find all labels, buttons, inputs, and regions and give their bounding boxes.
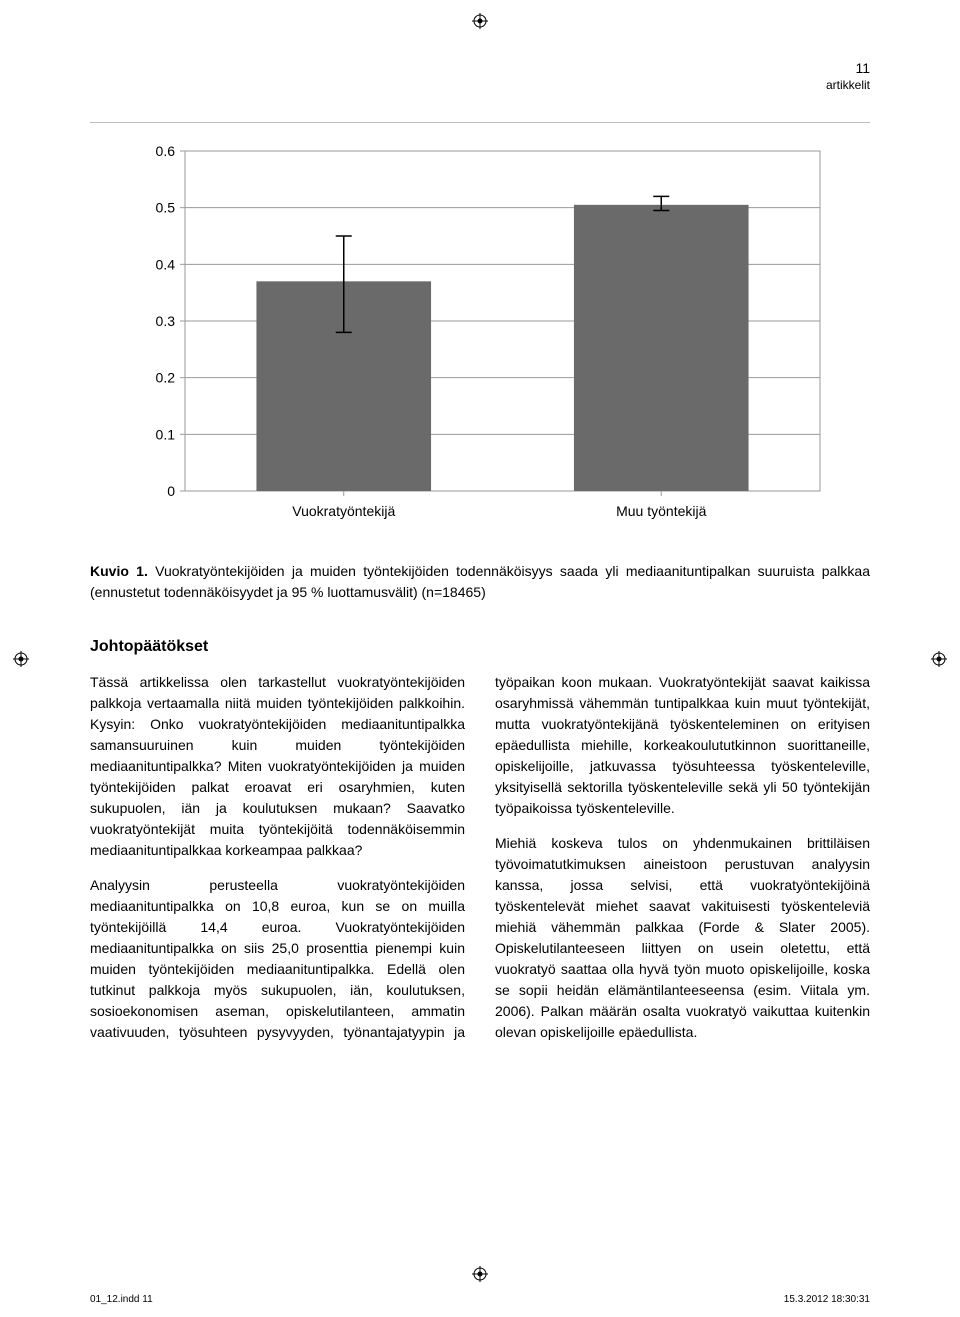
paragraph: Tässä artikkelissa olen tarkastellut vuo… <box>90 672 465 861</box>
chart-svg: 0 0.1 0.2 0.3 0.4 0.5 0.6 Vuokratyöntekijä Muu t… <box>130 141 830 531</box>
caption-text: Vuokratyöntekijöiden ja muiden työntekij… <box>90 563 870 600</box>
caption-label: Kuvio 1. <box>90 563 148 579</box>
svg-text:0.2: 0.2 <box>156 370 176 386</box>
svg-text:0: 0 <box>167 483 175 499</box>
body-columns: Tässä artikkelissa olen tarkastellut vuo… <box>90 672 870 1050</box>
page-number: 11 <box>90 60 870 76</box>
svg-text:Vuokratyöntekijä: Vuokratyöntekijä <box>292 503 395 519</box>
paragraph: Miehiä koskeva tulos on yhdenmukainen br… <box>495 833 870 1043</box>
section-heading: Johtopäätökset <box>90 638 870 656</box>
footer-right: 15.3.2012 18:30:31 <box>784 1294 870 1305</box>
crop-mark-icon <box>13 651 29 667</box>
bar-chart: 0 0.1 0.2 0.3 0.4 0.5 0.6 Vuokratyöntekijä Muu t… <box>130 141 830 536</box>
svg-text:0.3: 0.3 <box>156 313 176 329</box>
svg-text:0.6: 0.6 <box>156 143 176 159</box>
divider <box>90 122 870 123</box>
svg-text:0.1: 0.1 <box>156 426 176 442</box>
section-label: artikkelit <box>90 78 870 92</box>
crop-mark-icon <box>931 651 947 667</box>
svg-text:0.5: 0.5 <box>156 200 176 216</box>
svg-text:0.4: 0.4 <box>156 256 176 272</box>
crop-mark-icon <box>472 1266 488 1282</box>
page: 11 artikkelit 0 0.1 0.2 0.3 0.4 0.5 0.6 Vuokrat… <box>0 0 960 1317</box>
svg-text:Muu työntekijä: Muu työntekijä <box>616 503 706 519</box>
figure-caption: Kuvio 1. Vuokratyöntekijöiden ja muiden … <box>90 561 870 603</box>
footer-left: 01_12.indd 11 <box>90 1294 153 1305</box>
footer: 01_12.indd 11 15.3.2012 18:30:31 <box>90 1294 870 1305</box>
crop-mark-icon <box>472 13 488 29</box>
header: 11 artikkelit <box>90 60 870 92</box>
